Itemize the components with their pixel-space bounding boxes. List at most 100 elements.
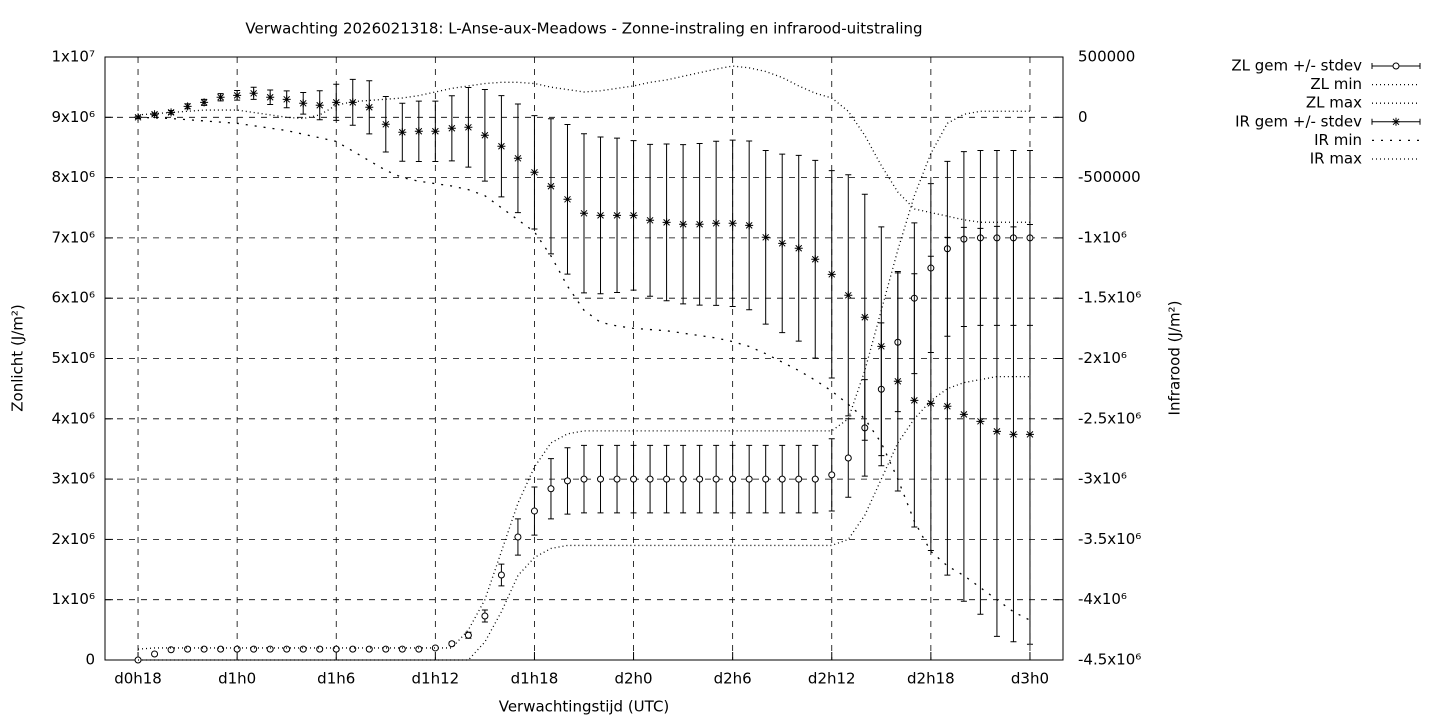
- marker: [811, 255, 820, 264]
- marker: [348, 98, 357, 107]
- x-tick-label: d2h12: [808, 670, 856, 688]
- legend-label: IR max: [1310, 150, 1362, 168]
- marker: [596, 211, 605, 220]
- marker: [299, 645, 307, 653]
- line: [137, 110, 1030, 650]
- marker: [992, 427, 1001, 436]
- marker: [365, 645, 373, 653]
- legend-label: ZL max: [1306, 94, 1362, 112]
- marker: [513, 154, 522, 163]
- marker: [893, 377, 902, 386]
- marker: [481, 612, 489, 620]
- y-tick-label: 1x10⁶: [51, 590, 95, 608]
- marker: [877, 342, 886, 351]
- marker: [663, 475, 671, 483]
- marker: [233, 645, 241, 653]
- y-tick-label: 8x10⁶: [51, 168, 95, 186]
- marker: [563, 477, 571, 485]
- y2-tick-label: 500000: [1078, 48, 1135, 66]
- marker: [216, 93, 225, 102]
- y2-tick-label: -4.5x10⁶: [1078, 651, 1141, 669]
- marker: [167, 108, 176, 117]
- marker: [349, 645, 357, 653]
- marker: [729, 475, 737, 483]
- marker: [679, 220, 688, 229]
- marker: [282, 95, 291, 104]
- marker: [679, 475, 687, 483]
- marker: [431, 127, 440, 136]
- y-tick-label: 9x10⁶: [51, 108, 95, 126]
- marker: [530, 507, 538, 515]
- marker: [563, 195, 572, 204]
- marker: [233, 91, 242, 100]
- marker: [630, 475, 638, 483]
- marker: [745, 475, 753, 483]
- marker: [431, 644, 439, 652]
- marker: [613, 475, 621, 483]
- marker: [795, 475, 803, 483]
- marker: [976, 417, 985, 426]
- x-tick-label: d1h0: [218, 670, 256, 688]
- marker: [844, 454, 852, 462]
- marker: [464, 123, 473, 132]
- marker: [250, 645, 258, 653]
- marker: [398, 128, 407, 137]
- marker: [266, 645, 274, 653]
- marker: [200, 645, 208, 653]
- marker: [398, 645, 406, 653]
- y2-axis-label: Infrarood (J/m²): [1166, 301, 1184, 416]
- marker: [266, 93, 275, 102]
- marker: [811, 475, 819, 483]
- marker: [959, 410, 968, 419]
- marker: [696, 475, 704, 483]
- y-tick-label: 2x10⁶: [51, 530, 95, 548]
- marker: [530, 168, 539, 177]
- marker: [860, 313, 869, 322]
- marker: [464, 631, 472, 639]
- marker: [332, 645, 340, 653]
- marker: [745, 221, 754, 230]
- marker: [217, 645, 225, 653]
- marker: [613, 211, 622, 220]
- y2-tick-label: -3.5x10⁶: [1078, 530, 1141, 548]
- marker: [828, 471, 836, 479]
- marker: [514, 533, 522, 541]
- y2-tick-label: -3x10⁶: [1078, 470, 1127, 488]
- marker: [695, 220, 704, 229]
- marker: [926, 399, 935, 408]
- y2-tick-label: 0: [1078, 108, 1088, 126]
- marker: [151, 650, 159, 658]
- y-tick-label: 1x10⁷: [51, 48, 95, 66]
- marker: [184, 645, 192, 653]
- y-tick-label: 4x10⁶: [51, 409, 95, 427]
- marker: [646, 216, 655, 225]
- y2-tick-label: -2.5x10⁶: [1078, 409, 1141, 427]
- marker: [794, 244, 803, 253]
- marker: [497, 571, 505, 579]
- y-tick-label: 5x10⁶: [51, 349, 95, 367]
- marker: [200, 98, 209, 107]
- marker: [712, 475, 720, 483]
- x-tick-label: d1h12: [412, 670, 460, 688]
- marker: [134, 113, 143, 122]
- y-tick-label: 6x10⁶: [51, 289, 95, 307]
- x-tick-label: d2h0: [614, 670, 652, 688]
- y-axis-label: Zonlicht (J/m²): [9, 304, 27, 412]
- marker: [778, 239, 787, 248]
- marker: [249, 89, 258, 98]
- marker: [546, 182, 555, 191]
- marker: [712, 219, 721, 228]
- y-tick-label: 0: [85, 651, 95, 669]
- marker: [332, 98, 341, 107]
- line: [138, 375, 1030, 661]
- legend-label: ZL gem +/- stdev: [1231, 57, 1362, 75]
- line: [137, 65, 1030, 223]
- line: [138, 116, 1031, 621]
- y2-tick-label: -1.5x10⁶: [1078, 289, 1141, 307]
- legend-marker: [1392, 117, 1400, 126]
- x-tick-label: d3h0: [1011, 670, 1049, 688]
- marker: [447, 124, 456, 133]
- marker: [580, 475, 588, 483]
